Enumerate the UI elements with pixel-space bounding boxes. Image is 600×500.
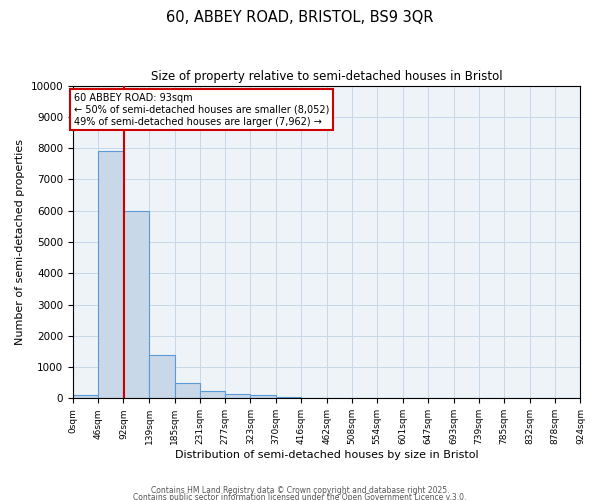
Bar xyxy=(175,382,200,398)
Bar xyxy=(73,395,98,398)
Bar xyxy=(250,395,276,398)
Bar xyxy=(200,390,225,398)
Bar xyxy=(124,210,149,398)
Bar xyxy=(149,354,175,399)
Bar xyxy=(98,151,124,398)
Bar xyxy=(276,397,301,398)
Text: Contains HM Land Registry data © Crown copyright and database right 2025.: Contains HM Land Registry data © Crown c… xyxy=(151,486,449,495)
Bar xyxy=(225,394,250,398)
Title: Size of property relative to semi-detached houses in Bristol: Size of property relative to semi-detach… xyxy=(151,70,503,83)
Text: Contains public sector information licensed under the Open Government Licence v.: Contains public sector information licen… xyxy=(133,494,467,500)
Text: 60, ABBEY ROAD, BRISTOL, BS9 3QR: 60, ABBEY ROAD, BRISTOL, BS9 3QR xyxy=(166,10,434,25)
Y-axis label: Number of semi-detached properties: Number of semi-detached properties xyxy=(15,139,25,345)
Text: 60 ABBEY ROAD: 93sqm
← 50% of semi-detached houses are smaller (8,052)
49% of se: 60 ABBEY ROAD: 93sqm ← 50% of semi-detac… xyxy=(74,94,329,126)
X-axis label: Distribution of semi-detached houses by size in Bristol: Distribution of semi-detached houses by … xyxy=(175,450,479,460)
